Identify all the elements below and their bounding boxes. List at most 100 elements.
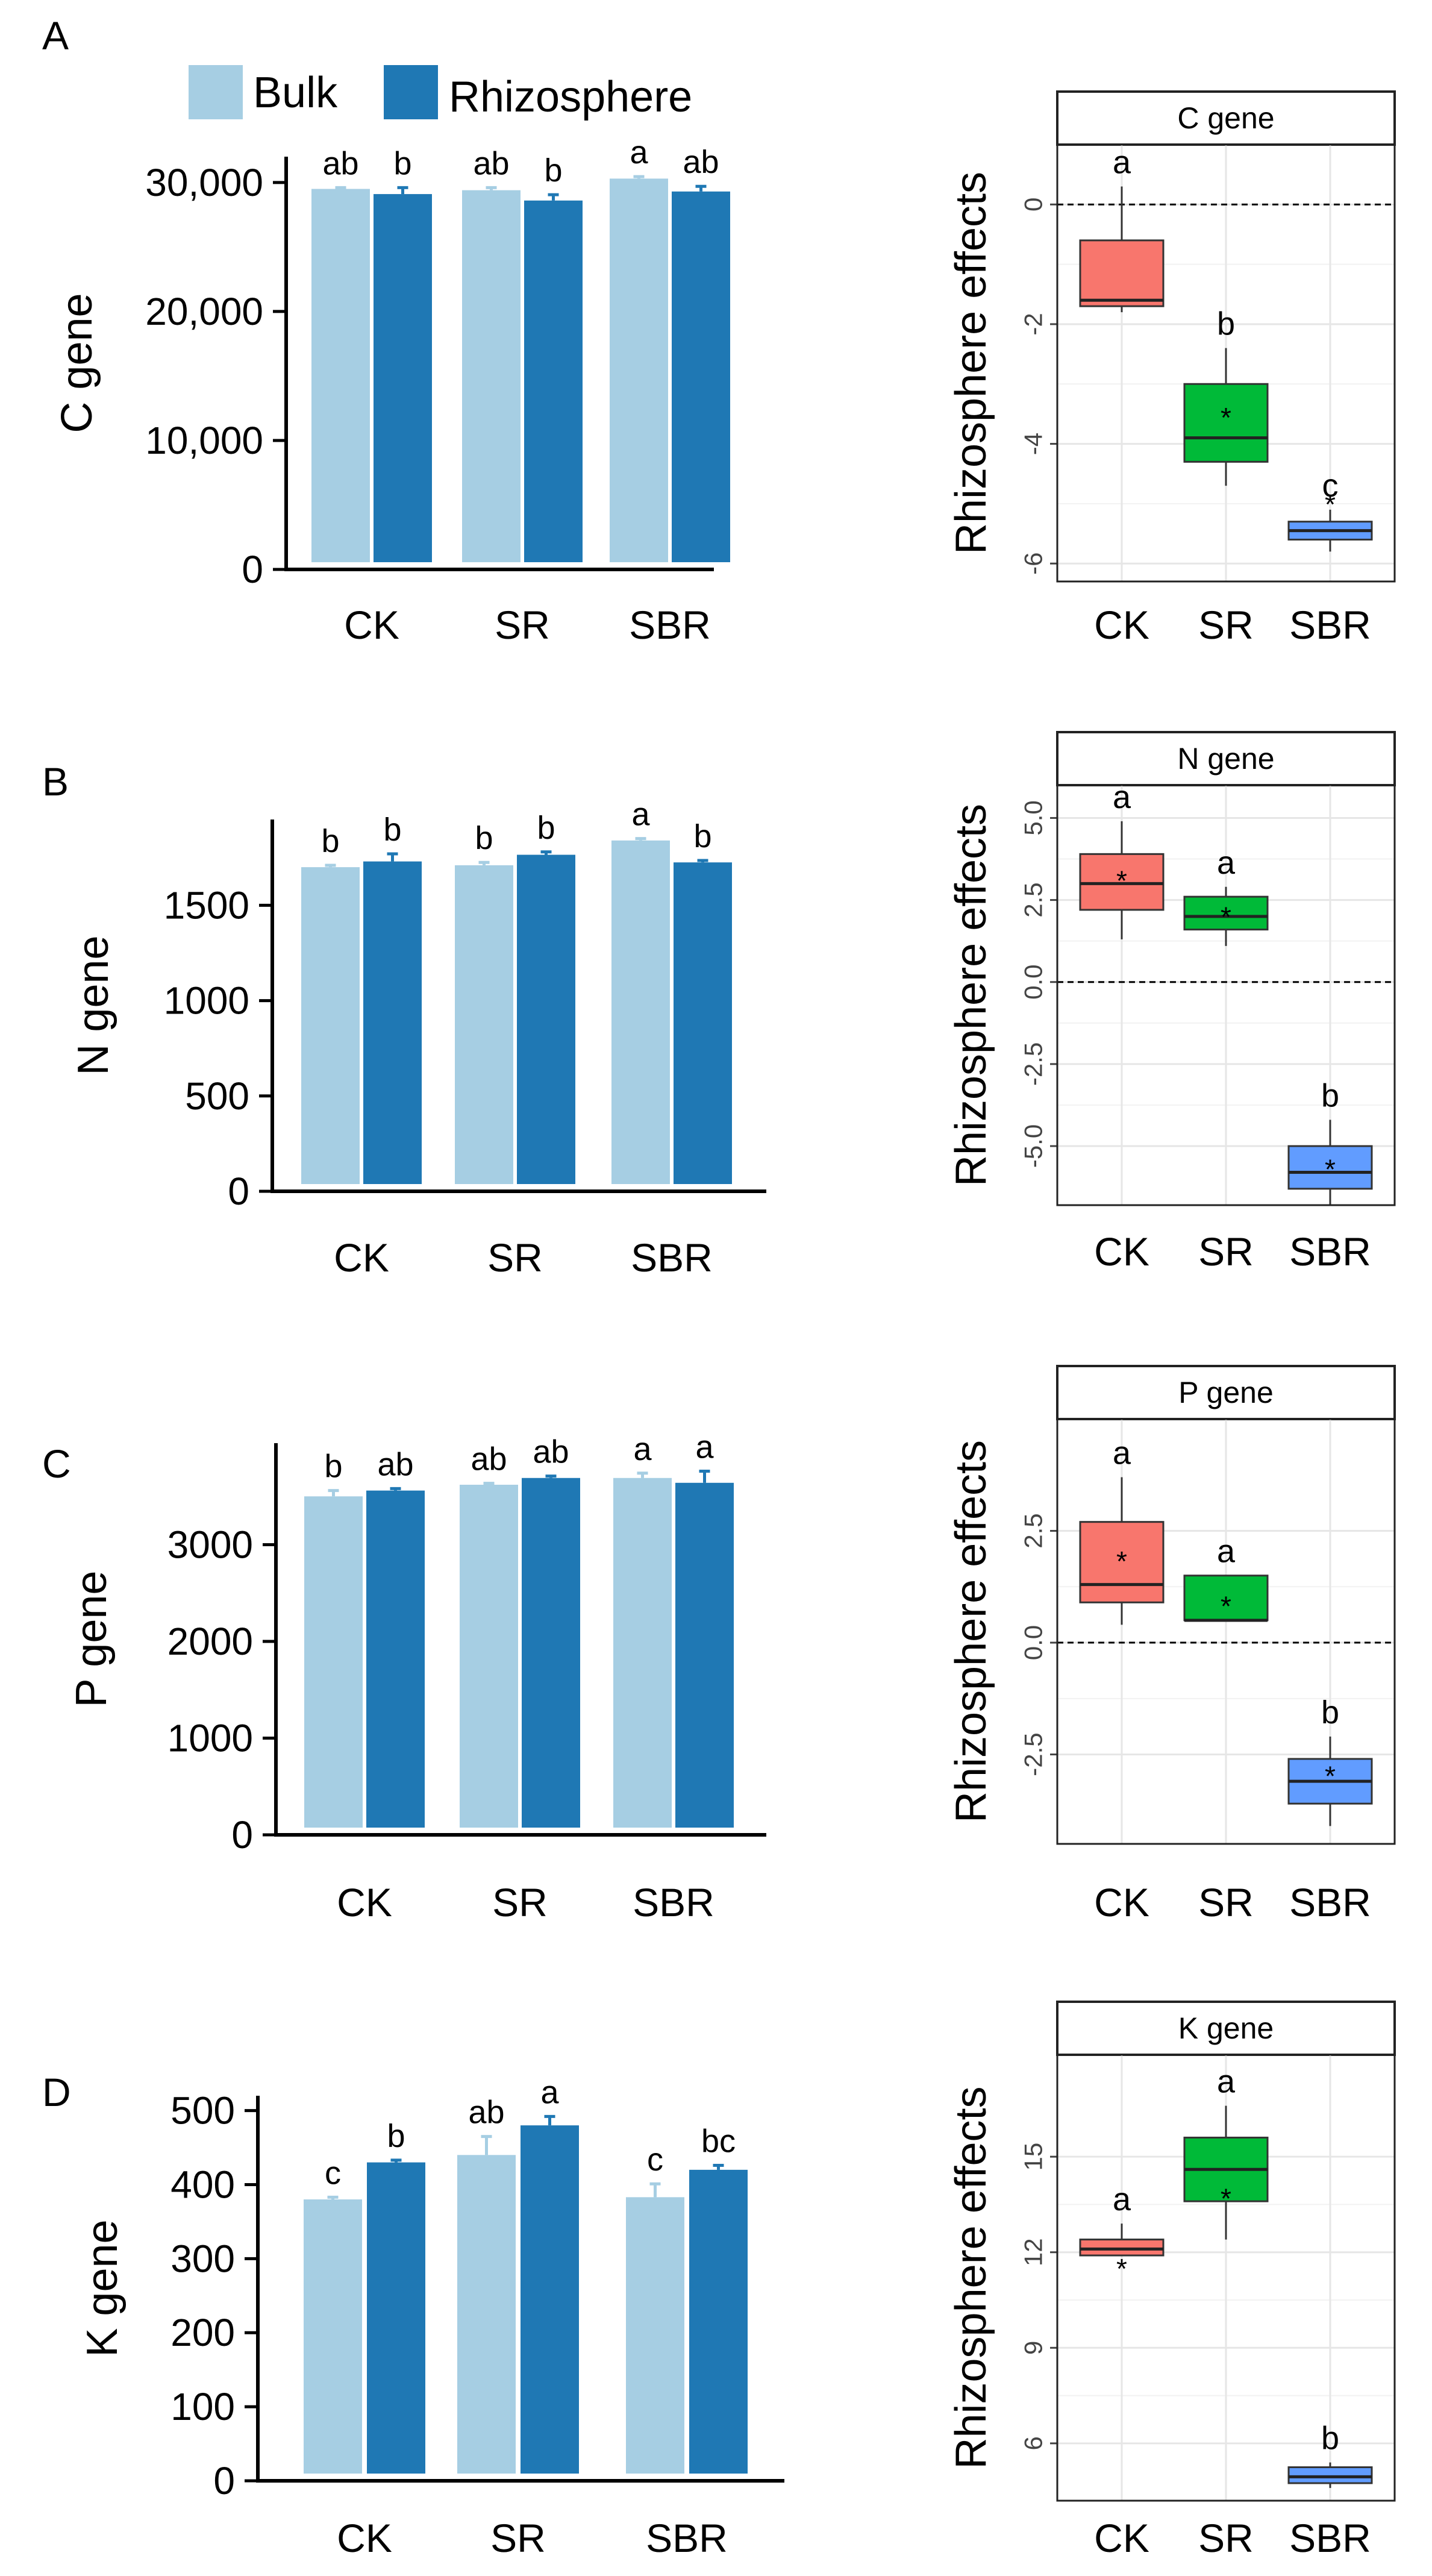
box-ck	[1079, 1521, 1165, 1603]
significance-letter: b	[387, 2118, 405, 2154]
y-axis-label: Rhizosphere effects	[947, 2086, 995, 2469]
bar-bulk-sbr	[626, 2197, 684, 2474]
x-tick-label: SR	[490, 2516, 546, 2560]
bar-rhizosphere-sbr	[675, 1482, 734, 1828]
x-tick-label: SBR	[1289, 603, 1371, 647]
x-tick-label: SR	[1198, 603, 1254, 647]
significance-letter: b	[1321, 1694, 1339, 1731]
bar-rhizosphere-ck	[363, 861, 422, 1184]
significance-letter: ab	[377, 1446, 413, 1482]
significance-letter: a	[540, 2074, 559, 2110]
plot-border	[1056, 2054, 1396, 2502]
significance-letter: ab	[683, 144, 719, 180]
bar-bulk-ck	[311, 189, 370, 562]
bar-bulk-sbr	[611, 840, 670, 1184]
plot-border	[1056, 1418, 1396, 1845]
x-tick-label: SBR	[1289, 1229, 1371, 1274]
y-axis-label: C gene	[53, 293, 101, 433]
bar-rhizosphere-sr	[517, 854, 575, 1184]
y-tick-label: 6	[1019, 2436, 1048, 2450]
plot-border	[1056, 143, 1396, 583]
x-tick-label: SR	[487, 1235, 543, 1280]
panel-letter-b: B	[42, 759, 69, 804]
x-tick-label: CK	[337, 2516, 392, 2560]
y-tick-label: -5.0	[1019, 1124, 1048, 1168]
bar-bulk-ck	[301, 867, 360, 1184]
significance-letter: b	[321, 823, 339, 859]
chart-a-box: Rhizosphere effects C gene -6 -4 -2 0 a CK * b SR *…	[947, 90, 1396, 647]
y-tick-label: 0	[231, 1813, 253, 1857]
significance-letter: c	[647, 2142, 663, 2178]
y-tick-label: 300	[170, 2237, 235, 2280]
x-tick-label: SBR	[629, 603, 711, 647]
y-tick-label: 1000	[167, 1717, 253, 1760]
significance-letter: b	[537, 810, 555, 846]
significance-letter: ab	[473, 145, 509, 181]
panel-letter-a: A	[42, 13, 69, 58]
x-tick-label: SR	[1198, 1229, 1254, 1274]
y-tick-label: 500	[185, 1074, 249, 1118]
x-tick-label: CK	[334, 1235, 389, 1280]
y-tick-label: -2.5	[1019, 1042, 1048, 1086]
significance-letter: b	[544, 152, 562, 189]
y-tick-label: 0	[228, 1170, 249, 1213]
significance-letter: b	[324, 1449, 342, 1485]
significance-letter: a	[633, 1431, 652, 1467]
legend: Bulk Rhizosphere	[189, 65, 692, 121]
bar-bulk-sbr	[613, 1478, 672, 1828]
significance-letter: ab	[322, 145, 358, 181]
x-tick-label: CK	[344, 603, 399, 647]
y-tick-label: 30,000	[145, 161, 263, 204]
y-axis-label: K gene	[78, 2219, 127, 2357]
bar-rhizosphere-sr	[524, 200, 583, 562]
facet-title: N gene	[1177, 742, 1274, 776]
y-tick-label: 5.0	[1019, 800, 1048, 835]
mean-marker: *	[1325, 1760, 1336, 1791]
y-tick-label: 400	[170, 2163, 235, 2206]
x-tick-label: SBR	[646, 2516, 728, 2560]
box-ck	[1079, 239, 1165, 307]
mean-marker: *	[1325, 1154, 1336, 1185]
bar-rhizosphere-ck	[366, 1490, 425, 1828]
facet-title: K gene	[1178, 2011, 1274, 2045]
significance-letter: ab	[471, 1441, 507, 1478]
bar-bulk-sr	[457, 2155, 516, 2474]
bar-bulk-sbr	[610, 178, 668, 562]
box-sbr	[1287, 1145, 1373, 1190]
box-ck	[1079, 853, 1165, 911]
significance-letter: ab	[468, 2095, 504, 2131]
panel-letter-c: C	[42, 1441, 71, 1486]
y-axis-label: Rhizosphere effects	[947, 172, 995, 554]
y-axis-label: P gene	[67, 1571, 116, 1708]
significance-letter: ab	[533, 1434, 569, 1470]
x-tick-label: CK	[1094, 1229, 1149, 1274]
panel-letter-d: D	[42, 2070, 71, 2114]
mean-marker: *	[1221, 1590, 1231, 1622]
x-tick-label: SBR	[1289, 2516, 1371, 2560]
significance-letter: a	[1113, 145, 1131, 181]
significance-letter: a	[1217, 2064, 1236, 2100]
legend-swatch-rhizosphere	[384, 65, 438, 119]
y-tick-label: 0	[242, 548, 263, 591]
y-tick-label: 12	[1019, 2238, 1048, 2266]
bar-rhizosphere-ck	[374, 194, 432, 562]
x-tick-label: CK	[1094, 1880, 1149, 1925]
mean-marker: *	[1221, 2183, 1231, 2214]
x-tick-label: SR	[492, 1880, 548, 1925]
bar-bulk-ck	[304, 1496, 363, 1828]
chart-b-box: Rhizosphere effects N gene -5.0 -2.5 0.0 2.5 5…	[947, 731, 1396, 1274]
y-axis-label: N gene	[69, 935, 117, 1075]
significance-letter: c	[325, 2155, 341, 2191]
facet-title: P gene	[1178, 1376, 1274, 1409]
y-tick-label: 0.0	[1019, 1625, 1048, 1660]
x-tick-label: SBR	[631, 1235, 713, 1280]
x-tick-label: SR	[1198, 2516, 1254, 2560]
box-ck	[1079, 2239, 1165, 2257]
y-tick-label: 10,000	[145, 419, 263, 462]
significance-letter: c	[1322, 468, 1339, 504]
significance-letter: a	[1217, 1534, 1236, 1570]
chart-b-bar: N gene 0 500 1000 1500 b b CK b b SR a b SBR	[69, 797, 766, 1280]
y-tick-label: 200	[170, 2311, 235, 2354]
